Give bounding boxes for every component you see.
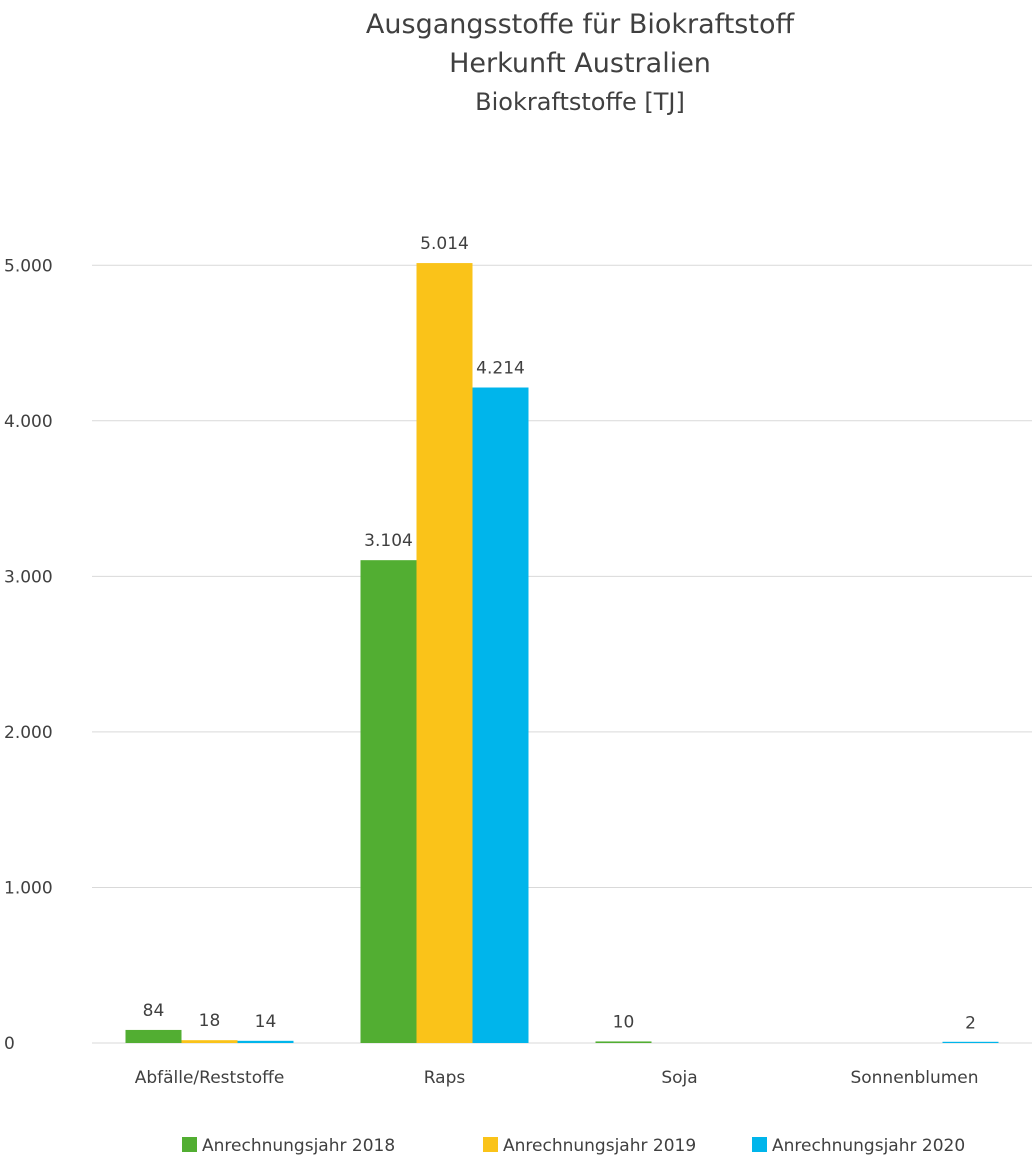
data-label: 2 <box>965 1014 976 1034</box>
legend-label: Anrechnungsjahr 2018 <box>202 1136 395 1156</box>
data-label: 5.014 <box>420 234 469 254</box>
x-axis-ticks: Abfälle/Reststoffe Raps Soja Sonnenblumen <box>135 1068 979 1088</box>
x-tick-label: Sonnenblumen <box>850 1068 978 1088</box>
bar <box>472 387 529 1043</box>
data-label: 14 <box>255 1012 277 1032</box>
data-label: 4.214 <box>476 359 525 379</box>
y-tick-label: 3.000 <box>4 567 53 587</box>
bar <box>360 560 417 1043</box>
y-tick-label: 4.000 <box>4 412 53 432</box>
chart-title-line2: Herkunft Australien <box>449 48 711 79</box>
gridlines <box>92 264 1032 1044</box>
bar <box>237 1040 294 1043</box>
x-tick-label: Raps <box>424 1068 466 1088</box>
bar <box>181 1040 238 1043</box>
bar <box>125 1029 182 1043</box>
chart-titles: Ausgangsstoffe für Biokraftstoff Herkunf… <box>366 9 796 116</box>
data-label: 18 <box>199 1011 221 1031</box>
data-label: 10 <box>613 1012 635 1032</box>
legend-swatch <box>483 1137 498 1152</box>
x-tick-label: Abfälle/Reststoffe <box>135 1068 285 1088</box>
chart-title: Ausgangsstoffe für Biokraftstoff <box>366 9 796 40</box>
y-tick-label: 0 <box>4 1034 15 1054</box>
data-label: 3.104 <box>364 531 413 551</box>
legend-label: Anrechnungsjahr 2019 <box>503 1136 696 1156</box>
y-axis-ticks: 0 1.000 2.000 3.000 4.000 5.000 <box>4 256 53 1054</box>
bar <box>942 1041 999 1043</box>
legend-swatch <box>182 1137 197 1152</box>
bar <box>595 1041 652 1043</box>
legend-swatch <box>752 1137 767 1152</box>
x-tick-label: Soja <box>661 1068 697 1088</box>
y-tick-label: 1.000 <box>4 878 53 898</box>
bar <box>416 263 473 1044</box>
legend: Anrechnungsjahr 2018 Anrechnungsjahr 2019… <box>182 1136 965 1156</box>
chart-subtitle: Biokraftstoffe [TJ] <box>475 88 685 116</box>
y-tick-label: 5.000 <box>4 256 53 276</box>
bars <box>125 263 999 1044</box>
legend-label: Anrechnungsjahr 2020 <box>772 1136 965 1156</box>
y-tick-label: 2.000 <box>4 723 53 743</box>
data-labels: 84 18 14 3.104 5.014 4.214 10 2 <box>143 234 976 1034</box>
data-label: 84 <box>143 1001 165 1021</box>
